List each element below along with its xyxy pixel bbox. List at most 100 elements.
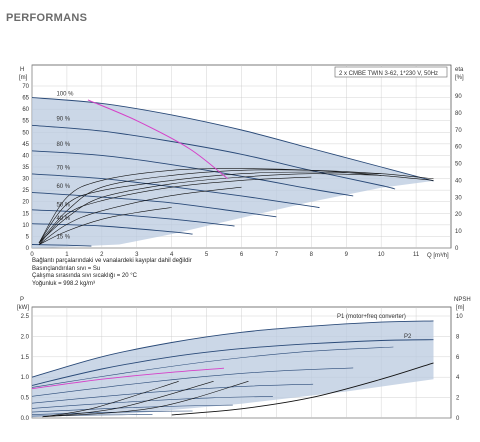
x-tick-label: 1 <box>65 252 69 258</box>
power-tick-label: 2.5 <box>21 314 30 320</box>
x-tick-label: 4 <box>170 252 174 258</box>
series-label-p1: P1 (motor+freq converter) <box>337 314 406 320</box>
eta-tick-label: 0 <box>455 246 459 252</box>
power-y-label: P <box>20 297 24 303</box>
eta-tick-label: 80 <box>455 111 462 117</box>
power-tick-label: 1.5 <box>21 355 30 361</box>
npsh-tick-label: 4 <box>456 375 460 381</box>
y-tick-label: 25 <box>22 188 29 194</box>
x-axis-label: Q [m³/h] <box>427 253 449 259</box>
npsh-speed-curve <box>42 381 179 418</box>
x-tick-label: 8 <box>310 252 314 258</box>
legend-box <box>334 66 448 78</box>
head-curve <box>31 150 354 197</box>
head-curve <box>31 97 434 182</box>
npsh-tick-label: 8 <box>456 334 460 340</box>
y-tick-label: 55 <box>22 119 29 125</box>
y-tick-label: 60 <box>22 107 29 113</box>
eta-tick-label: 40 <box>455 178 462 184</box>
speed-label: 100 % <box>56 91 74 97</box>
power-chart: 0.0 0.5 1.0 1.5 2.0 2.5 0 2 4 6 8 10 P [kW] NPSH [m… <box>17 297 471 422</box>
power-tick-label: 0.0 <box>21 416 30 422</box>
eta-curve <box>38 207 172 245</box>
eta-tick-label: 70 <box>455 128 462 134</box>
npsh-tick-label: 6 <box>456 355 460 361</box>
eta-tick-label: 10 <box>455 229 462 235</box>
y-tick-label: 40 <box>22 153 29 159</box>
y-left-unit: [m] <box>19 75 28 81</box>
y-tick-label: 20 <box>22 200 29 206</box>
power-curve <box>31 339 434 386</box>
power-tick-label: 1.0 <box>21 375 30 381</box>
speed-label: 15 % <box>56 235 70 241</box>
eta-curve <box>38 173 382 244</box>
npsh-curve <box>171 362 434 416</box>
npsh-speed-curve <box>42 381 214 418</box>
npsh-tick-label: 2 <box>456 396 460 402</box>
power-curve-speed <box>31 367 354 397</box>
y-right-unit: [%] <box>455 75 464 81</box>
note-line: Çalışma sırasında sıvı sıcaklığı = 20 °C <box>32 273 137 280</box>
eta-tick-label: 90 <box>455 94 462 100</box>
legend-box-text: 2 x CMBE TWIN 3-62, 1*230 V, 50Hz <box>339 71 438 77</box>
eta-tick-label: 20 <box>455 212 462 218</box>
system-power-curve <box>31 367 225 390</box>
note-line: Yoğunluk = 998.2 kg/m³ <box>32 280 95 287</box>
speed-label: 60 % <box>56 184 70 190</box>
head-curve <box>31 192 277 218</box>
npsh-y-unit: [m] <box>456 305 465 311</box>
y-tick-label: 15 <box>22 211 29 217</box>
power-curve-speed <box>31 396 273 409</box>
power-tick-label: 0.5 <box>21 396 30 402</box>
x-tick-label: 10 <box>378 252 385 258</box>
x-tick-label: 6 <box>240 252 244 258</box>
x-tick-label: 0 <box>30 252 34 258</box>
eta-curve <box>38 168 434 244</box>
eta-curve <box>38 176 312 245</box>
y-tick-label: 30 <box>22 177 29 183</box>
series-label-p2: P2 <box>404 334 412 340</box>
power-y-unit: [kW] <box>17 305 29 311</box>
x-tick-label: 3 <box>135 252 139 258</box>
npsh-speed-curve <box>42 381 249 418</box>
eta-curve <box>38 186 242 245</box>
speed-label: 70 % <box>56 165 70 171</box>
x-tick-label: 11 <box>413 252 420 258</box>
power-tick-label: 2.0 <box>21 334 30 340</box>
npsh-tick-label: 10 <box>456 314 463 320</box>
head-curve <box>31 124 396 190</box>
power-curve-speed <box>31 346 394 388</box>
speed-label: 40 % <box>56 216 70 222</box>
x-tick-label: 5 <box>205 252 209 258</box>
eta-curve <box>38 171 382 244</box>
y-right-label: eta <box>455 67 464 73</box>
x-tick-label: 2 <box>100 252 104 258</box>
y-tick-label: 5 <box>26 234 30 240</box>
y-tick-label: 35 <box>22 165 29 171</box>
speed-label: 90 % <box>56 117 70 123</box>
x-tick-label: 7 <box>275 252 279 258</box>
y-tick-label: 50 <box>22 130 29 136</box>
power-curve <box>31 320 434 378</box>
head-curve <box>31 173 320 209</box>
head-curve <box>31 209 235 227</box>
note-line: Basınçlandırılan sıvı = Su <box>32 265 101 272</box>
y-tick-label: 70 <box>22 84 29 90</box>
head-curve <box>31 244 92 247</box>
y-tick-label: 0 <box>26 246 30 252</box>
head-curve <box>31 223 193 235</box>
page-title: PERFORMANS <box>6 12 88 24</box>
eta-tick-label: 50 <box>455 162 462 168</box>
eta-curve <box>38 169 434 244</box>
npsh-y-label: NPSH <box>454 297 471 303</box>
x-tick-label: 9 <box>345 252 349 258</box>
eta-tick-label: 60 <box>455 145 462 151</box>
y-tick-label: 45 <box>22 142 29 148</box>
power-curve-speed <box>31 383 314 404</box>
note-line: Bağlantı parçalarındaki ve vanalardeki k… <box>32 258 192 264</box>
power-range-band <box>32 320 434 418</box>
eta-tick-label: 30 <box>455 195 462 201</box>
system-curve <box>87 99 228 179</box>
y-left-label: H <box>20 67 24 73</box>
